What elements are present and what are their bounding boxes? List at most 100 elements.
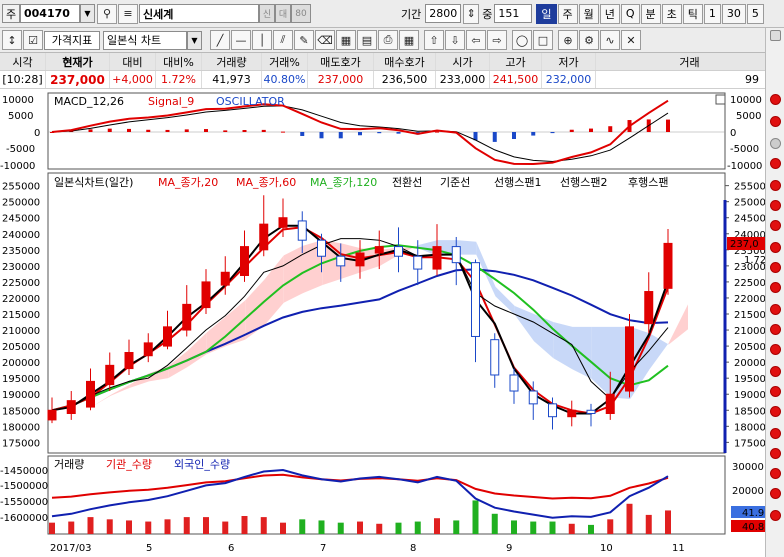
timeframe-0[interactable]: 일 [536,3,557,24]
sidebar-indicator-3[interactable] [770,158,781,169]
sidebar-indicator-20[interactable] [770,510,781,521]
sidebar-indicator-2[interactable] [770,138,781,149]
sidebar-indicator-7[interactable] [770,242,781,253]
sidebar-indicator-9[interactable] [770,282,781,293]
hline-tool-icon[interactable]: — [231,30,251,50]
right-indicator-sidebar [765,28,784,557]
up-arrow-icon[interactable]: ⇧ [424,30,444,50]
code-dropdown[interactable]: ▼ [80,4,95,23]
down-arrow-icon[interactable]: ⇩ [445,30,465,50]
price-legend-1: MA_종가,20 [158,176,218,189]
timeframe-9[interactable]: 30 [721,3,746,24]
vol-left-tick-2: -1550000 [0,497,48,508]
search-icon[interactable]: ⚲ [97,3,117,24]
chart-type-dropdown[interactable]: ▼ [187,30,202,50]
rect-icon[interactable]: □ [533,30,553,50]
ichimoku-cloud [264,255,284,326]
macd-legend-0: MACD_12,26 [54,95,124,108]
quote-value-9: 241,500 [490,71,542,88]
collapse-icon[interactable] [715,94,726,105]
timeframe-7[interactable]: 틱 [682,3,703,24]
price-right-tick-11: 200000 [734,358,765,369]
close-x-icon[interactable]: ✕ [621,30,641,50]
line-tool-icon[interactable]: ╱ [210,30,230,50]
price-left-tick-16: 175000 [2,438,40,449]
sidebar-settings-icon[interactable] [770,30,781,41]
right-arrow-icon[interactable]: ⇨ [487,30,507,50]
vline-tool-icon[interactable]: │ [252,30,272,50]
sidebar-indicator-13[interactable] [770,366,781,377]
sidebar-indicator-18[interactable] [770,468,781,479]
candle-body [374,246,384,254]
macd-oscillator-bar [338,132,343,139]
list-icon[interactable]: ≡ [118,3,138,24]
sidebar-indicator-11[interactable] [770,324,781,335]
candle-body [66,400,76,414]
sidebar-indicator-0[interactable] [770,94,781,105]
timeframe-5[interactable]: 분 [640,3,661,24]
sidebar-indicator-15[interactable] [770,406,781,417]
sidebar-indicator-8[interactable] [770,262,781,273]
timeframe-4[interactable]: Q [620,3,640,24]
timeframe-10[interactable]: 5 [746,3,764,24]
sidebar-indicator-16[interactable] [770,428,781,439]
sidebar-indicator-6[interactable] [770,220,781,231]
print-icon[interactable]: ⎙ [378,30,398,50]
price-left-tick-7: 220000 [2,294,40,305]
sidebar-indicator-19[interactable] [770,488,781,499]
left-arrow-icon[interactable]: ⇦ [466,30,486,50]
timeframe-1[interactable]: 주 [557,3,578,24]
quote-value-4: 41,973 [202,71,262,88]
price-right-tick-7: 220000 [734,294,765,305]
candle-body [124,352,134,370]
chart-area[interactable]: MACD_12,26 Signal_9 OSCILLATOR 10000 500… [0,89,765,557]
quote-value-6: 237,000 [308,71,374,88]
candle-body [259,223,269,251]
settings-icon[interactable]: ⚙ [579,30,599,50]
volume-bar [626,503,633,534]
sidebar-indicator-5[interactable] [770,200,781,211]
stock-code-input[interactable]: 004170 [20,4,80,23]
sidebar-indicator-14[interactable] [770,386,781,397]
wave-icon[interactable]: ∿ [600,30,620,50]
volume-bar [337,522,344,534]
timeframe-6[interactable]: 초 [661,3,682,24]
quote-value-5: 40.80% [262,71,308,88]
quote-value-8: 233,000 [436,71,490,88]
period-label: 기간 [401,7,422,21]
candle-body [586,409,596,414]
channel-tool-icon[interactable]: ⫽ [273,30,293,50]
sidebar-indicator-1[interactable] [770,116,781,127]
zoom-icon[interactable]: ⊕ [558,30,578,50]
x-label-6: 10 [600,543,613,554]
volume-bar [665,510,671,534]
save-icon[interactable]: ▤ [357,30,377,50]
ellipse-icon[interactable]: ◯ [512,30,532,50]
sidebar-indicator-10[interactable] [770,304,781,315]
timeframe-8[interactable]: 1 [703,3,721,24]
candle-body [201,281,211,309]
timeframe-3[interactable]: 년 [599,3,620,24]
chart-type-select[interactable]: 일본식 차트 [103,30,187,50]
sidebar-indicator-17[interactable] [770,448,781,459]
sidebar-indicator-4[interactable] [770,180,781,191]
grid-icon[interactable]: ▦ [399,30,419,50]
pencil-icon[interactable]: ✎ [294,30,314,50]
count-label: 중 [482,7,493,21]
price-index-button[interactable]: 가격지표 [44,30,100,50]
quote-header-2: 대비 [110,53,156,70]
count-input[interactable]: 151 [494,4,533,23]
price-legend-6: 선행스팬1 [494,176,541,189]
period-input[interactable]: 2800 [425,4,462,23]
timeframe-2[interactable]: 월 [578,3,599,24]
checklist-icon[interactable]: ☑ [23,30,43,50]
price-legend-7: 선행스팬2 [560,176,607,189]
macd-left-tick-1: 5000 [8,111,33,122]
eraser-icon[interactable]: ⌫ [315,30,335,50]
expand-icon[interactable]: ↕ [2,30,22,50]
sidebar-indicator-12[interactable] [770,344,781,355]
palette-icon[interactable]: ▦ [336,30,356,50]
volume-legend-2: 외국인_수량 [174,458,230,471]
candle-body [625,326,634,392]
period-spinner-icon[interactable]: ⇕ [463,3,480,24]
